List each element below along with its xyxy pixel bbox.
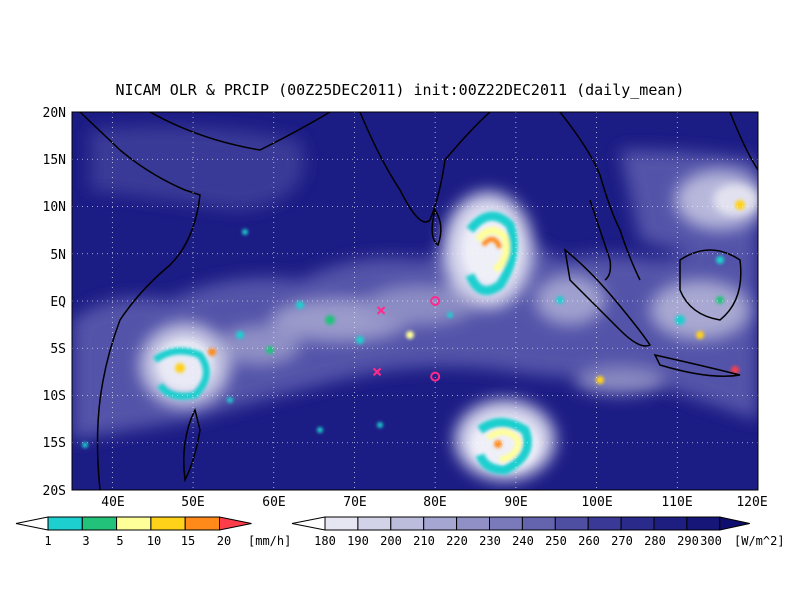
precip-arrow-low [15, 516, 49, 531]
map-frame [71, 111, 759, 491]
olr-swatch [620, 516, 655, 531]
lon-tick-label: 90E [504, 495, 527, 510]
olr-label: 200 [380, 534, 402, 548]
precip-swatch [47, 516, 83, 531]
precip-swatch [81, 516, 118, 531]
precip-swatch [116, 516, 152, 531]
olr-label: 230 [479, 534, 501, 548]
precip-label: 5 [116, 534, 123, 548]
coastline-sri-lanka [431, 208, 442, 247]
coastline-philippines [729, 112, 758, 171]
olr-label: 180 [314, 534, 336, 548]
olr-swatch [324, 516, 359, 531]
olr-swatch [489, 516, 523, 531]
precip-colorbar: 1 3 5 10 15 20 [mm/h] [15, 516, 291, 548]
olr-swatch [653, 516, 688, 531]
lat-tick-label: 20N [43, 106, 66, 121]
marker-cross-stroke [376, 306, 386, 315]
coastline-borneo [679, 249, 742, 321]
lat-tick-label: 20S [43, 484, 66, 499]
precip-swatch [184, 516, 220, 531]
olr-label: 300 [700, 534, 722, 548]
lat-axis: 20N 15N 10N 5N EQ 5S 10S 15S 20S [43, 106, 67, 499]
olr-label: 280 [644, 534, 666, 548]
lat-tick-label: EQ [50, 295, 66, 310]
olr-swatch [521, 516, 556, 531]
lon-tick-label: 70E [343, 495, 366, 510]
olr-swatch [456, 516, 491, 531]
coastline-india [359, 112, 491, 223]
coastlines [79, 112, 758, 490]
olr-arrow-low [291, 516, 326, 531]
marker-cross-stroke [372, 367, 382, 377]
coastline-africa [79, 112, 201, 490]
figure-title: NICAM OLR & PRCIP (00Z25DEC2011) init:00… [116, 81, 685, 99]
lon-tick-label: 40E [101, 495, 124, 510]
lon-tick-label: 50E [181, 495, 204, 510]
lat-tick-label: 5S [50, 342, 66, 357]
olr-arrow-high [719, 516, 750, 531]
precip-label: 15 [181, 534, 195, 548]
lon-tick-label: 110E [661, 495, 692, 510]
olr-colorbar: 180 190 200 210 220 230 240 250 260 270 … [291, 516, 785, 548]
lat-tick-label: 10N [43, 200, 66, 215]
olr-label: 210 [413, 534, 435, 548]
marker-cross [372, 367, 382, 377]
precip-label: 3 [82, 534, 89, 548]
coastline-madagascar [183, 407, 201, 483]
precip-field [82, 200, 745, 475]
olr-swatch [423, 516, 458, 531]
lat-tick-label: 15N [43, 153, 66, 168]
olr-unit: [W/m^2] [734, 534, 785, 548]
marker-circle [430, 371, 441, 382]
olr-label: 220 [446, 534, 468, 548]
precip-swatch [150, 516, 186, 531]
olr-swatch [357, 516, 392, 531]
olr-label: 190 [347, 534, 369, 548]
olr-label: 250 [545, 534, 567, 548]
precip-arrow-high [219, 516, 252, 531]
coastline-arabia [149, 112, 331, 151]
lon-tick-label: 120E [736, 495, 767, 510]
olr-swatch [587, 516, 622, 531]
marker-cross [376, 306, 386, 315]
olr-swatch [554, 516, 589, 531]
lat-tick-label: 15S [43, 436, 66, 451]
olr-label: 290 [677, 534, 699, 548]
lon-tick-label: 60E [262, 495, 285, 510]
lon-axis: 40E 50E 60E 70E 80E 90E 100E 110E 120E [101, 495, 767, 510]
olr-swatch [390, 516, 425, 531]
gridlines [72, 112, 758, 490]
olr-label: 270 [611, 534, 633, 548]
olr-label: 240 [512, 534, 534, 548]
lat-tick-label: 5N [50, 248, 66, 263]
coastline-indochina [559, 112, 641, 281]
olr-label: 260 [578, 534, 600, 548]
precip-label: 10 [147, 534, 161, 548]
map-panel [71, 111, 759, 491]
precip-unit: [mm/h] [248, 534, 291, 548]
lon-tick-label: 80E [423, 495, 446, 510]
coastline-malay-peninsula [589, 199, 612, 281]
coastline-sumatra [563, 248, 652, 347]
olr-swatch [686, 516, 721, 531]
lat-tick-label: 10S [43, 389, 66, 404]
markers-layer [372, 296, 441, 382]
coastline-java [653, 353, 741, 377]
marker-circle [430, 296, 441, 306]
lon-tick-label: 100E [581, 495, 612, 510]
precip-label: 1 [44, 534, 51, 548]
precip-label: 20 [217, 534, 231, 548]
